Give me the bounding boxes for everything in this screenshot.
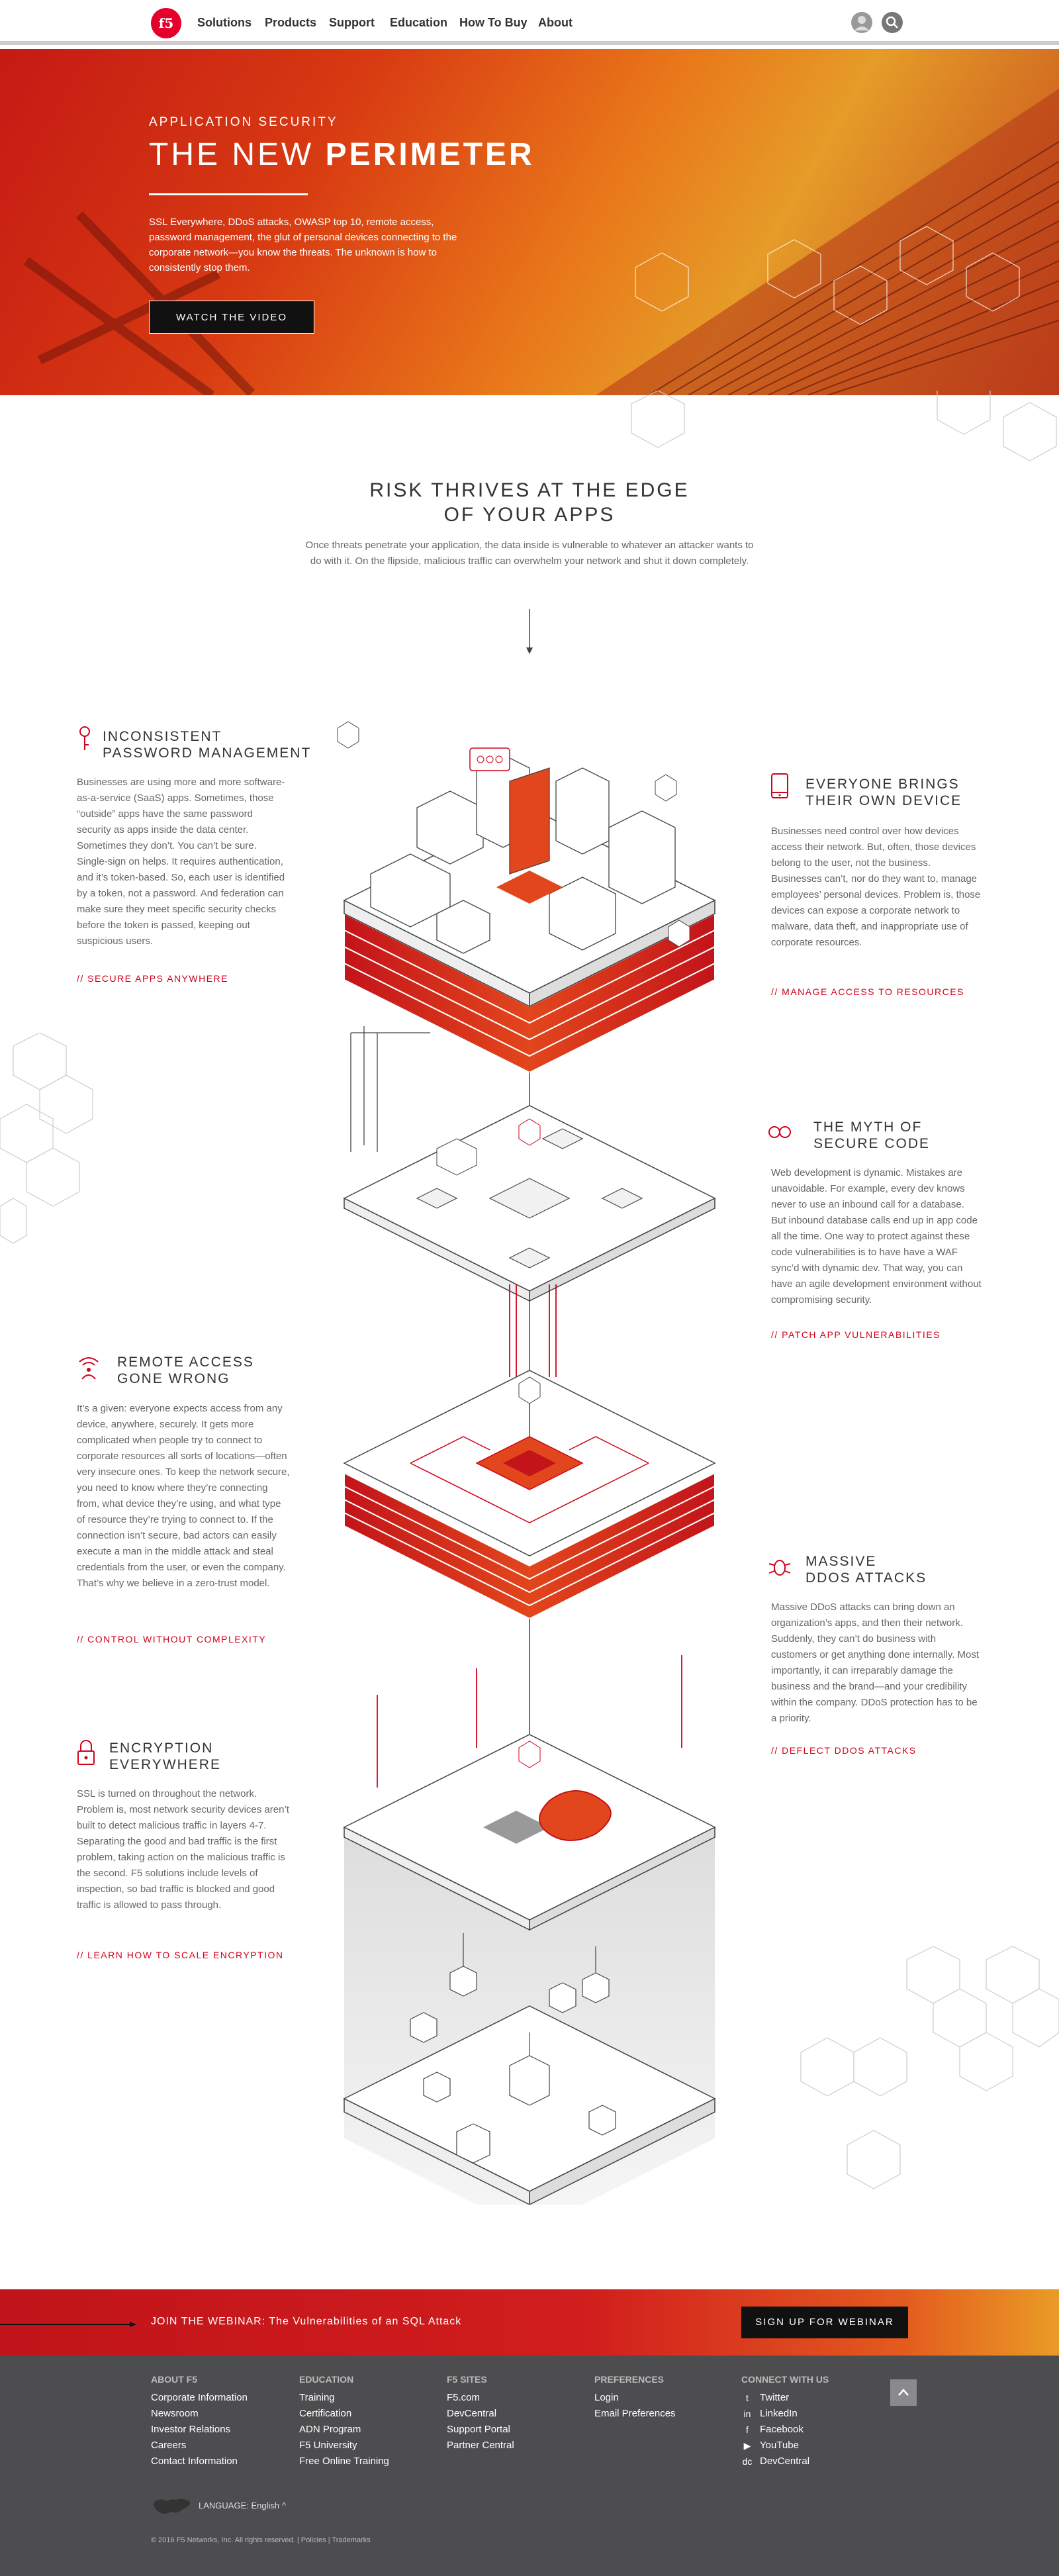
link-scale-encryption[interactable]: // LEARN HOW TO SCALE ENCRYPTION — [77, 1950, 284, 1960]
section-heading-line1: RISK THRIVES AT THE EDGE — [369, 479, 690, 501]
feature-title-remote-access: REMOTE ACCESS GONE WRONG — [117, 1355, 254, 1386]
top-nav: f5 Solutions Products Support Education … — [0, 0, 1059, 45]
social-link-linkedin[interactable]: in LinkedIn — [741, 2406, 829, 2422]
feature-title-ddos: MASSIVE DDOS ATTACKS — [806, 1554, 927, 1586]
nav-how-to-buy[interactable]: How To Buy — [459, 16, 528, 29]
footer-link[interactable]: Support Portal — [447, 2424, 510, 2435]
watch-video-button[interactable]: WATCH THE VIDEO — [149, 301, 314, 334]
mobile-device-icon — [771, 773, 788, 798]
site-footer: ABOUT F5 Corporate Information Newsroom … — [0, 2356, 1059, 2576]
feature-title-byod: EVERYONE BRINGS THEIR OWN DEVICE — [806, 777, 962, 808]
footer-heading: ABOUT F5 — [151, 2374, 197, 2385]
webinar-signup-button[interactable]: SIGN UP FOR WEBINAR — [741, 2307, 908, 2338]
link-deflect-ddos[interactable]: // DEFLECT DDOS ATTACKS — [771, 1745, 917, 1756]
feature-title-encryption: ENCRYPTION EVERYWHERE — [109, 1741, 221, 1772]
intro-paragraph: Once threats penetrate your application,… — [305, 540, 754, 567]
footer-link[interactable]: Investor Relations — [151, 2424, 231, 2435]
footer-col-connect: CONNECT WITH US t Twitter in LinkedIn f Fac… — [741, 2374, 829, 2469]
feature-body-encryption: SSL is turned on throughout the network.… — [77, 1788, 289, 1911]
footer-link[interactable]: Partner Central — [447, 2440, 514, 2451]
copyright-text: © 2016 F5 Networks, Inc. All rights rese… — [151, 2536, 371, 2544]
footer-link[interactable]: F5.com — [447, 2392, 481, 2403]
down-arrow-icon — [526, 609, 533, 654]
footer-heading: CONNECT WITH US — [741, 2374, 829, 2385]
feature-body-ddos: Massive DDoS attacks can bring down an o… — [771, 1601, 980, 1724]
f5-logo[interactable]: f5 — [151, 8, 181, 38]
webinar-banner: JOIN THE WEBINAR: The Vulnerabilities of… — [0, 2289, 1059, 2356]
social-link-youtube[interactable]: ▶ YouTube — [741, 2438, 829, 2454]
hexagon-decoration-left — [0, 1033, 93, 1244]
webinar-label: JOIN THE WEBINAR: The Vulnerabilities of… — [151, 2316, 462, 2327]
footer-heading: EDUCATION — [299, 2374, 354, 2385]
linkedin-icon: in — [743, 2409, 751, 2419]
social-link-devcentral[interactable]: dc DevCentral — [741, 2454, 829, 2469]
footer-col-about: ABOUT F5 Corporate Information Newsroom … — [151, 2374, 248, 2469]
nav-solutions[interactable]: Solutions — [197, 16, 252, 29]
hero-title: THE NEW PERIMETER — [149, 137, 535, 172]
feature-body-secure-code: Web development is dynamic. Mistakes are… — [771, 1167, 982, 1306]
footer-link[interactable]: Free Online Training — [299, 2456, 389, 2467]
footer-link[interactable]: Training — [299, 2392, 335, 2403]
nav-support[interactable]: Support — [329, 16, 375, 29]
hero-body: SSL Everywhere, DDoS attacks, OWASP top … — [149, 216, 457, 273]
mask-icon — [768, 1126, 791, 1138]
section-heading-line2: OF YOUR APPS — [443, 504, 616, 526]
nav-products[interactable]: Products — [265, 16, 317, 29]
footer-link[interactable]: ADN Program — [299, 2424, 361, 2435]
hexagon-decoration — [631, 391, 1057, 461]
key-icon — [79, 726, 90, 750]
search-icon[interactable] — [882, 12, 903, 33]
language-selector[interactable]: LANGUAGE: English ^ — [199, 2501, 286, 2510]
footer-link[interactable]: Login — [594, 2392, 619, 2403]
feature-body-password: Businesses are using more and more softw… — [77, 777, 285, 947]
nav-education[interactable]: Education — [390, 16, 448, 29]
social-link-facebook[interactable]: f Facebook — [741, 2422, 829, 2438]
footer-link[interactable]: F5 University — [299, 2440, 357, 2451]
bug-icon — [768, 1560, 791, 1576]
footer-col-education: EDUCATION Training Certification ADN Pro… — [299, 2374, 389, 2469]
chevron-up-icon — [898, 2389, 909, 2396]
twitter-icon: t — [746, 2393, 749, 2403]
footer-link[interactable]: Email Preferences — [594, 2408, 676, 2419]
link-secure-apps-anywhere[interactable]: // SECURE APPS ANYWHERE — [77, 973, 228, 984]
footer-link[interactable]: Certification — [299, 2408, 352, 2419]
hexagon-decoration-right — [800, 1946, 1059, 2189]
footer-link[interactable]: Corporate Information — [151, 2392, 248, 2403]
feature-title-password: INCONSISTENT PASSWORD MANAGEMENT — [103, 729, 312, 761]
globe-map-icon — [154, 2499, 191, 2514]
feature-body-remote-access: It’s a given: everyone expects access fr… — [77, 1403, 290, 1589]
security-layers-illustration — [337, 721, 716, 2205]
nav-about[interactable]: About — [538, 16, 573, 29]
hero-banner: APPLICATION SECURITY THE NEW PERIMETER S… — [0, 49, 1059, 395]
link-manage-access[interactable]: // MANAGE ACCESS TO RESOURCES — [771, 986, 964, 997]
footer-col-preferences: PREFERENCES Login Email Preferences — [594, 2374, 676, 2422]
devcentral-icon: dc — [742, 2456, 753, 2467]
footer-link[interactable]: Newsroom — [151, 2408, 199, 2419]
link-control-without-complexity[interactable]: // CONTROL WITHOUT COMPLEXITY — [77, 1634, 267, 1645]
user-avatar-icon[interactable] — [851, 12, 872, 33]
facebook-icon: f — [746, 2424, 749, 2435]
back-to-top-button[interactable] — [890, 2379, 917, 2406]
link-patch-vulnerabilities[interactable]: // PATCH APP VULNERABILITIES — [771, 1329, 941, 1340]
footer-col-f5-sites: F5 SITES F5.com DevCentral Support Porta… — [447, 2374, 514, 2454]
social-link-twitter[interactable]: t Twitter — [741, 2390, 829, 2406]
footer-link[interactable]: DevCentral — [447, 2408, 497, 2419]
footer-link[interactable]: Careers — [151, 2440, 187, 2451]
wifi-user-icon — [79, 1357, 99, 1380]
footer-heading: F5 SITES — [447, 2374, 487, 2385]
feature-body-byod: Businesses need control over how devices… — [771, 826, 981, 948]
footer-heading: PREFERENCES — [594, 2374, 665, 2385]
hero-divider — [149, 193, 308, 195]
footer-link[interactable]: Contact Information — [151, 2456, 238, 2467]
feature-title-secure-code: THE MYTH OF SECURE CODE — [813, 1120, 931, 1151]
arrow-line-icon — [0, 2322, 136, 2327]
lock-icon — [77, 1740, 95, 1765]
hero-kicker: APPLICATION SECURITY — [149, 115, 338, 129]
youtube-icon: ▶ — [743, 2440, 751, 2451]
